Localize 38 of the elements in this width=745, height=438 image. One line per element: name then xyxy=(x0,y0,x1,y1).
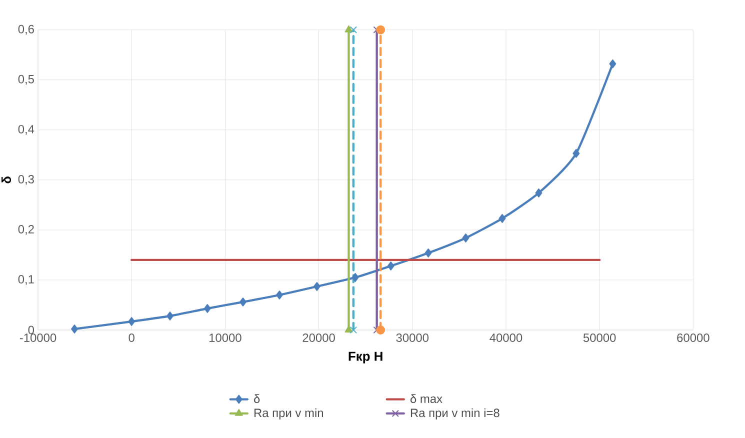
x-tick-label: 10000 xyxy=(209,334,242,342)
legend-label: δ max xyxy=(410,394,442,403)
y-tick-label: 0,2 xyxy=(18,225,34,235)
x-tick-label: 60000 xyxy=(677,334,710,342)
point xyxy=(204,304,211,313)
point xyxy=(609,59,616,68)
point xyxy=(572,148,580,158)
point xyxy=(128,317,136,326)
point xyxy=(313,282,320,291)
point xyxy=(276,290,283,300)
x-tick-label: 50000 xyxy=(583,334,616,342)
point xyxy=(376,326,386,334)
x-tick-label: 20000 xyxy=(302,334,335,342)
point xyxy=(462,233,470,242)
point xyxy=(498,214,506,223)
y-tick-label: 0,1 xyxy=(18,275,34,285)
y-axis-title: δ xyxy=(2,176,12,184)
legend-label: Ra при v min xyxy=(254,408,324,420)
x-tick-label: 0 xyxy=(128,334,134,342)
y-tick-label: 0,5 xyxy=(18,74,34,85)
y-tick-label: 0,4 xyxy=(18,124,34,135)
point xyxy=(239,298,246,306)
x-axis-title: Fкр Н xyxy=(348,352,382,364)
point xyxy=(352,272,359,282)
y-tick-label: 0,6 xyxy=(18,24,34,35)
point xyxy=(376,25,386,34)
point xyxy=(535,188,542,198)
point xyxy=(166,312,174,320)
y-tick-label: 0,3 xyxy=(18,174,34,185)
point xyxy=(387,261,394,270)
legend-label: δ xyxy=(254,394,260,403)
y-tick-label: 0 xyxy=(28,326,34,334)
point xyxy=(71,324,78,334)
x-tick-label: -10000 xyxy=(20,334,56,342)
x-tick-label: 40000 xyxy=(490,334,522,342)
point xyxy=(424,248,432,258)
x-tick-label: 30000 xyxy=(396,334,429,342)
legend-label: Ra при v min i=8 xyxy=(410,408,500,420)
